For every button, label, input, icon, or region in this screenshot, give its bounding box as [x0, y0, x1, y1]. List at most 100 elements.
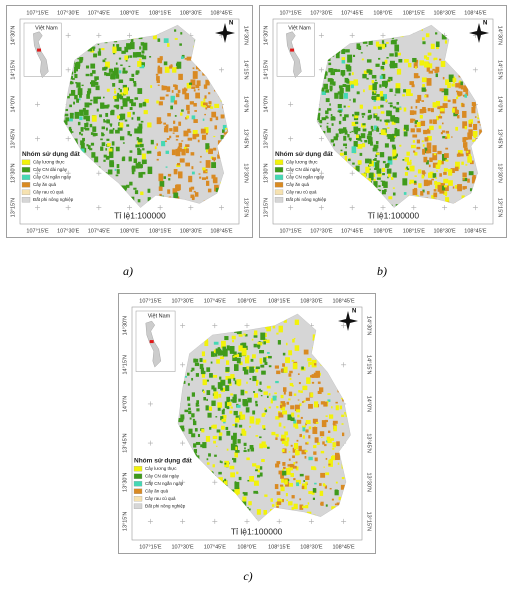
land-patch [323, 401, 328, 407]
land-patch [119, 70, 122, 74]
land-patch [327, 58, 331, 62]
land-patch [219, 376, 222, 380]
latitude-label: 13°45'N [497, 129, 503, 148]
land-patch [341, 397, 344, 400]
land-patch [77, 121, 81, 126]
land-patch [199, 358, 203, 363]
land-patch [379, 133, 382, 135]
land-patch [329, 85, 333, 90]
land-patch [339, 405, 343, 410]
land-patch [70, 89, 76, 96]
legend-swatch [274, 159, 284, 165]
land-patch [360, 140, 363, 142]
land-patch [86, 144, 89, 147]
land-patch [217, 407, 221, 411]
land-patch [258, 388, 261, 392]
land-patch [468, 122, 472, 128]
land-patch [126, 96, 130, 102]
land-patch [126, 45, 129, 47]
land-patch [121, 50, 126, 54]
land-patch [310, 375, 313, 378]
land-patch [394, 116, 399, 123]
land-patch [237, 439, 241, 444]
land-patch [159, 193, 162, 198]
land-patch [340, 70, 346, 76]
legend-swatch [21, 174, 31, 180]
land-patch [426, 142, 432, 149]
land-patch [332, 420, 338, 424]
inset-highlight [149, 340, 154, 344]
land-patch [422, 172, 425, 177]
land-patch [222, 348, 228, 357]
land-patch [188, 82, 192, 85]
land-patch [129, 78, 135, 82]
land-patch [442, 103, 448, 108]
land-patch [382, 94, 387, 101]
land-patch [150, 139, 154, 145]
latitude-label: 14°0'N [366, 396, 372, 412]
land-patch [283, 318, 287, 323]
north-label: N [229, 21, 233, 27]
land-patch [302, 483, 305, 486]
land-patch [77, 88, 83, 96]
grid-cross [65, 67, 71, 73]
land-patch [137, 140, 142, 145]
land-patch [282, 410, 287, 415]
grid-cross [188, 205, 194, 211]
longitude-label: 108°30'E [180, 228, 203, 234]
land-patch [241, 347, 247, 356]
land-patch [90, 99, 93, 102]
land-patch [473, 135, 477, 139]
land-patch [313, 401, 319, 408]
land-patch [247, 479, 250, 482]
land-patch [443, 171, 447, 175]
legend-label: Cây rau củ quả [286, 188, 317, 194]
land-patch [122, 156, 126, 161]
land-patch [89, 81, 93, 85]
land-patch [234, 423, 238, 428]
land-patch [201, 177, 207, 180]
land-patch [96, 108, 99, 112]
map-panel: 107°15'E107°15'E107°30'E107°30'E107°45'E… [259, 5, 507, 238]
land-patch [314, 437, 319, 443]
land-patch [103, 159, 106, 162]
land-patch [295, 479, 301, 485]
land-patch [188, 408, 190, 410]
land-patch [255, 400, 258, 404]
land-patch [297, 399, 300, 401]
land-patch [180, 425, 185, 429]
land-patch [69, 81, 74, 85]
land-patch [252, 410, 256, 415]
land-patch [122, 142, 125, 144]
land-patch [385, 85, 388, 89]
land-patch [308, 365, 310, 367]
land-patch [311, 359, 317, 368]
land-patch [137, 61, 142, 67]
land-patch [257, 344, 261, 348]
land-patch [181, 428, 185, 432]
land-patch [101, 132, 103, 134]
land-patch [417, 169, 422, 174]
land-patch [253, 391, 256, 393]
land-patch [293, 462, 296, 465]
land-patch [388, 173, 391, 178]
land-patch [254, 393, 259, 398]
land-patch [201, 351, 205, 357]
land-patch [416, 121, 421, 128]
land-patch [254, 330, 258, 336]
longitude-label: 107°30'E [171, 298, 194, 304]
land-patch [204, 340, 209, 347]
land-patch [275, 437, 278, 440]
land-patch [375, 116, 380, 121]
land-patch [199, 161, 202, 163]
land-patch [236, 404, 241, 408]
land-patch [334, 490, 339, 496]
land-patch [226, 345, 230, 349]
land-patch [381, 167, 386, 172]
land-patch [339, 113, 342, 117]
land-patch [337, 91, 343, 95]
grid-cross [147, 518, 153, 524]
land-patch [115, 74, 120, 79]
land-patch [343, 143, 347, 147]
land-patch [222, 414, 227, 419]
